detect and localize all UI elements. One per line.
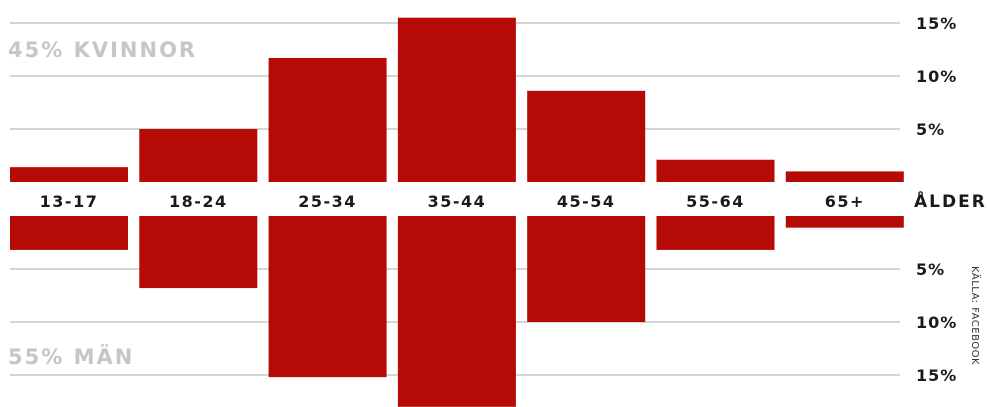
category-label: 65+ [825, 192, 865, 211]
y-tick-bottom-label: 15% [916, 366, 957, 385]
bar-women-55-64 [656, 159, 775, 182]
category-label: 45-54 [557, 192, 616, 211]
bar-men-55-64 [656, 216, 775, 250]
bar-women-65+ [785, 171, 904, 182]
bar-men-35-44 [397, 216, 516, 407]
bar-men-65+ [785, 216, 904, 228]
bar-women-13-17 [10, 167, 128, 182]
y-tick-bottom-label: 5% [916, 260, 945, 279]
bar-men-45-54 [527, 216, 646, 322]
category-labels: 13-17 18-24 25-34 35-44 45-54 55-64 65+ [40, 192, 865, 211]
series-label-men: 55% MÄN [8, 344, 134, 369]
y-tick-bottom-label: 10% [916, 313, 957, 332]
category-label: 55-64 [686, 192, 745, 211]
y-tick-top-label: 10% [916, 67, 957, 86]
bar-women-35-44 [397, 17, 516, 183]
category-label: 18-24 [169, 192, 228, 211]
category-label: 25-34 [298, 192, 357, 211]
category-label: 13-17 [40, 192, 99, 211]
series-label-women: 45% KVINNOR [8, 38, 197, 62]
bar-women-18-24 [139, 129, 258, 182]
bar-women-45-54 [527, 90, 646, 182]
source-note: KÄLLA: FACEBOOK [969, 266, 982, 365]
bar-men-18-24 [139, 216, 258, 289]
y-tick-top-label: 5% [916, 120, 945, 139]
y-tick-labels: 15% 10% 5% 5% 10% 15% [916, 14, 957, 385]
bar-women-25-34 [268, 57, 387, 183]
bars [10, 17, 904, 407]
bar-men-25-34 [268, 216, 387, 378]
bar-men-13-17 [10, 216, 128, 250]
y-tick-top-label: 15% [916, 14, 957, 33]
x-axis-label: ÅLDER [914, 189, 987, 212]
category-label: 35-44 [428, 192, 487, 211]
